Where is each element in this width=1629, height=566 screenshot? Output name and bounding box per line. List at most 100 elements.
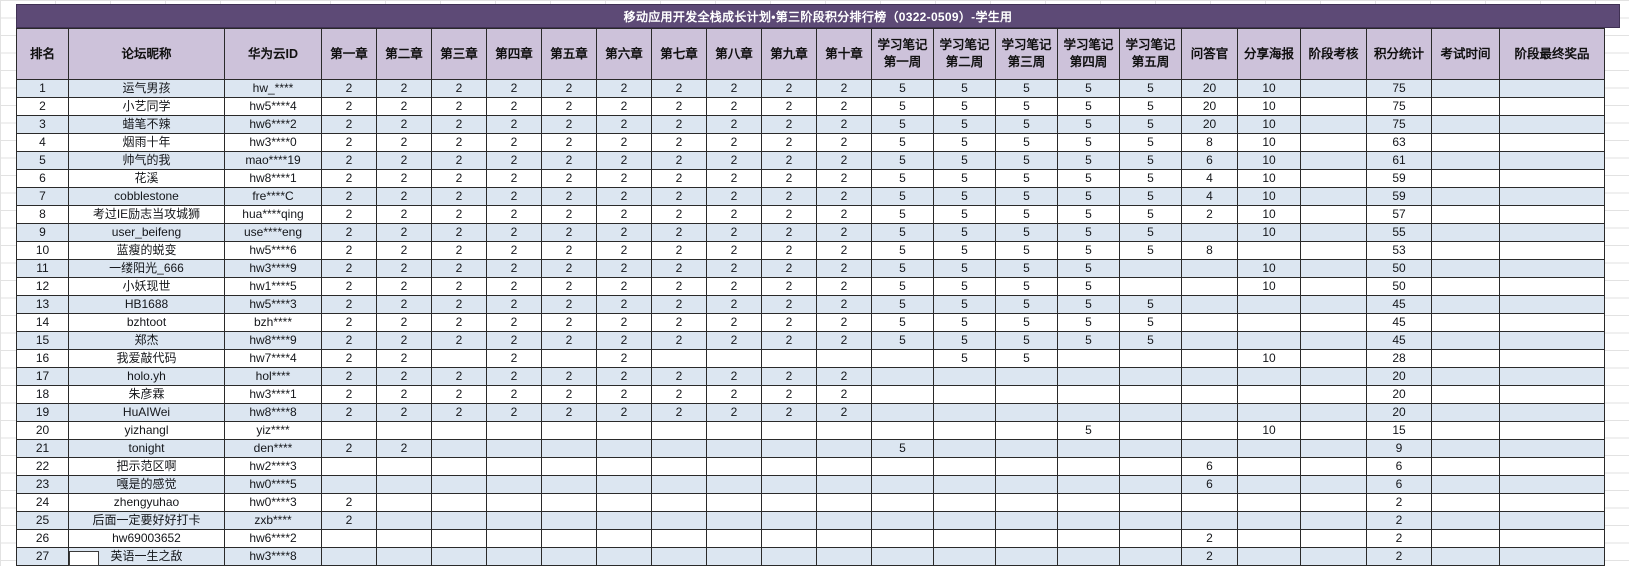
cell-notes-week-3[interactable] — [995, 475, 1058, 494]
cell-chapter-8[interactable]: 2 — [706, 313, 762, 332]
cell-chapter-4[interactable] — [486, 547, 542, 566]
cell-notes-week-3[interactable]: 5 — [995, 151, 1058, 170]
cell-score-total[interactable]: 61 — [1366, 151, 1432, 170]
cell-chapter-1[interactable]: 2 — [321, 223, 377, 242]
cell-chapter-6[interactable]: 2 — [596, 313, 652, 332]
cell-chapter-9[interactable]: 2 — [761, 385, 817, 404]
cell-nickname[interactable]: 嘎是的感觉 — [68, 475, 225, 494]
cell-rank[interactable]: 5 — [16, 151, 69, 170]
cell-huawei-id[interactable]: hol**** — [224, 367, 322, 386]
cell-share-poster[interactable] — [1237, 295, 1301, 314]
cell-notes-week-3[interactable]: 5 — [995, 115, 1058, 134]
cell-notes-week-5[interactable]: 5 — [1119, 115, 1182, 134]
cell-chapter-2[interactable]: 2 — [376, 331, 432, 350]
cell-exam-time[interactable] — [1431, 295, 1500, 314]
cell-notes-week-3[interactable] — [995, 367, 1058, 386]
cell-share-poster[interactable]: 10 — [1237, 169, 1301, 188]
cell-qa-officer[interactable]: 6 — [1181, 457, 1238, 476]
cell-rank[interactable]: 3 — [16, 115, 69, 134]
cell-chapter-2[interactable]: 2 — [376, 313, 432, 332]
cell-share-poster[interactable] — [1237, 511, 1301, 530]
cell-chapter-3[interactable] — [431, 511, 487, 530]
cell-nickname[interactable]: 我爱敲代码 — [68, 349, 225, 368]
cell-nickname[interactable]: cobblestone — [68, 187, 225, 206]
cell-chapter-6[interactable] — [596, 421, 652, 440]
cell-notes-week-3[interactable]: 5 — [995, 295, 1058, 314]
cell-chapter-1[interactable] — [321, 547, 377, 566]
cell-chapter-8[interactable]: 2 — [706, 403, 762, 422]
cell-share-poster[interactable] — [1237, 475, 1301, 494]
cell-final-prize[interactable] — [1499, 475, 1605, 494]
col-header-final-prize[interactable]: 阶段最终奖品 — [1499, 28, 1605, 80]
cell-share-poster[interactable]: 10 — [1237, 97, 1301, 116]
cell-chapter-8[interactable] — [706, 547, 762, 566]
cell-notes-week-3[interactable] — [995, 385, 1058, 404]
cell-final-prize[interactable] — [1499, 133, 1605, 152]
col-header-nickname[interactable]: 论坛昵称 — [68, 28, 225, 80]
cell-stage-exam[interactable] — [1300, 529, 1367, 548]
col-header-exam-time[interactable]: 考试时间 — [1431, 28, 1500, 80]
cell-notes-week-1[interactable]: 5 — [871, 259, 934, 278]
cell-chapter-8[interactable]: 2 — [706, 79, 762, 98]
cell-chapter-2[interactable]: 2 — [376, 169, 432, 188]
cell-huawei-id[interactable]: yiz**** — [224, 421, 322, 440]
cell-chapter-1[interactable]: 2 — [321, 97, 377, 116]
cell-exam-time[interactable] — [1431, 493, 1500, 512]
cell-chapter-10[interactable]: 2 — [816, 115, 872, 134]
cell-chapter-7[interactable]: 2 — [651, 259, 707, 278]
cell-chapter-8[interactable]: 2 — [706, 367, 762, 386]
cell-chapter-6[interactable] — [596, 529, 652, 548]
cell-rank[interactable]: 1 — [16, 79, 69, 98]
cell-notes-week-5[interactable]: 5 — [1119, 97, 1182, 116]
cell-share-poster[interactable]: 10 — [1237, 79, 1301, 98]
cell-notes-week-1[interactable]: 5 — [871, 97, 934, 116]
col-header-chapter-8[interactable]: 第八章 — [706, 28, 762, 80]
cell-chapter-4[interactable]: 2 — [486, 331, 542, 350]
cell-chapter-7[interactable]: 2 — [651, 205, 707, 224]
cell-stage-exam[interactable] — [1300, 259, 1367, 278]
cell-nickname[interactable]: HB1688 — [68, 295, 225, 314]
cell-chapter-7[interactable]: 2 — [651, 169, 707, 188]
cell-chapter-4[interactable]: 2 — [486, 97, 542, 116]
cell-nickname[interactable]: 朱彦霖 — [68, 385, 225, 404]
cell-nickname[interactable]: 一缕阳光_666 — [68, 259, 225, 278]
cell-notes-week-5[interactable] — [1119, 493, 1182, 512]
cell-chapter-3[interactable]: 2 — [431, 367, 487, 386]
cell-chapter-2[interactable]: 2 — [376, 259, 432, 278]
cell-notes-week-2[interactable] — [933, 511, 996, 530]
cell-chapter-1[interactable]: 2 — [321, 151, 377, 170]
cell-exam-time[interactable] — [1431, 241, 1500, 260]
cell-rank[interactable]: 26 — [16, 529, 69, 548]
cell-chapter-1[interactable]: 2 — [321, 241, 377, 260]
cell-chapter-9[interactable]: 2 — [761, 331, 817, 350]
cell-notes-week-2[interactable]: 5 — [933, 277, 996, 296]
cell-chapter-2[interactable]: 2 — [376, 439, 432, 458]
cell-nickname[interactable]: HuAIWei — [68, 403, 225, 422]
cell-stage-exam[interactable] — [1300, 475, 1367, 494]
cell-chapter-1[interactable] — [321, 529, 377, 548]
cell-notes-week-5[interactable] — [1119, 277, 1182, 296]
cell-chapter-8[interactable]: 2 — [706, 187, 762, 206]
cell-huawei-id[interactable]: hw2****3 — [224, 457, 322, 476]
cell-huawei-id[interactable]: hw1****5 — [224, 277, 322, 296]
cell-notes-week-5[interactable]: 5 — [1119, 79, 1182, 98]
cell-share-poster[interactable]: 10 — [1237, 421, 1301, 440]
cell-notes-week-3[interactable]: 5 — [995, 259, 1058, 278]
cell-notes-week-1[interactable]: 5 — [871, 241, 934, 260]
cell-notes-week-3[interactable]: 5 — [995, 97, 1058, 116]
cell-nickname[interactable]: 蜡笔不辣 — [68, 115, 225, 134]
cell-nickname[interactable]: hw69003652 — [68, 529, 225, 548]
cell-chapter-3[interactable]: 2 — [431, 331, 487, 350]
cell-notes-week-5[interactable] — [1119, 421, 1182, 440]
col-header-chapter-2[interactable]: 第二章 — [376, 28, 432, 80]
cell-exam-time[interactable] — [1431, 223, 1500, 242]
cell-chapter-10[interactable]: 2 — [816, 187, 872, 206]
cell-chapter-4[interactable]: 2 — [486, 349, 542, 368]
cell-notes-week-4[interactable] — [1057, 349, 1120, 368]
cell-stage-exam[interactable] — [1300, 133, 1367, 152]
cell-chapter-9[interactable]: 2 — [761, 403, 817, 422]
cell-exam-time[interactable] — [1431, 259, 1500, 278]
cell-huawei-id[interactable]: use****eng — [224, 223, 322, 242]
cell-chapter-8[interactable] — [706, 475, 762, 494]
cell-final-prize[interactable] — [1499, 169, 1605, 188]
